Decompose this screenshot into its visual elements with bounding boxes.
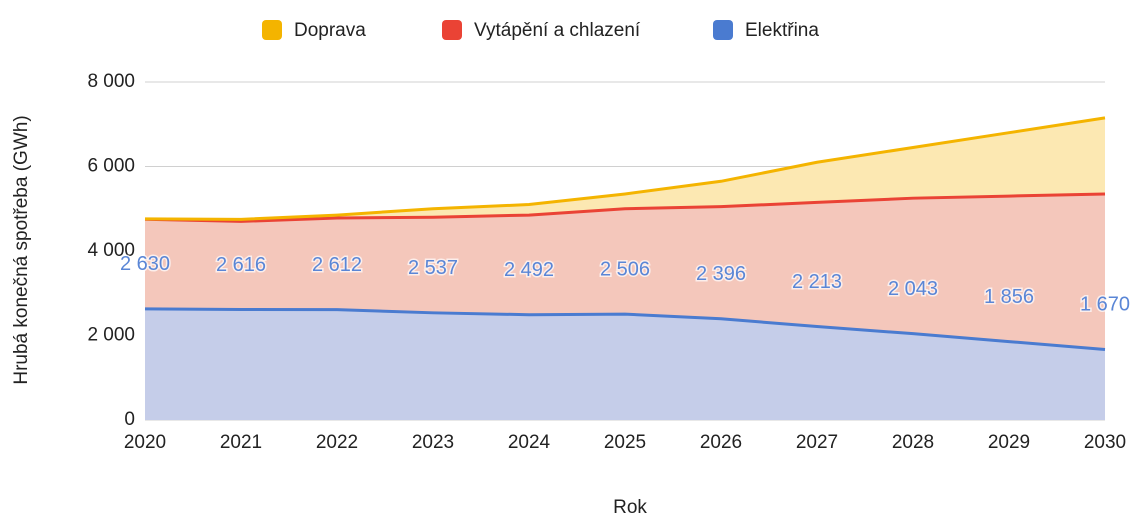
data-label: 1 670 <box>1080 294 1130 316</box>
legend-label: Elektřina <box>745 20 819 41</box>
data-label: 2 612 <box>312 254 362 276</box>
area <box>145 117 1105 222</box>
y-tick-label: 6 000 <box>87 156 135 177</box>
x-tick-label: 2027 <box>796 432 838 453</box>
y-tick-label: 2 000 <box>87 325 135 346</box>
x-tick-label: 2028 <box>892 432 934 453</box>
data-label: 2 537 <box>408 257 458 279</box>
line <box>144 307 1106 351</box>
y-tick-label: 4 000 <box>87 240 135 261</box>
data-label: 2 630 <box>120 253 170 275</box>
legend-label: Doprava <box>294 20 366 41</box>
data-label: 2 616 <box>216 254 266 276</box>
x-tick-label: 2022 <box>316 432 358 453</box>
legend-label: Vytápění a chlazení <box>474 20 641 41</box>
y-tick-label: 8 000 <box>87 71 135 92</box>
legend-swatch <box>713 20 733 40</box>
data-label: 2 043 <box>888 278 938 300</box>
x-tick-label: 2023 <box>412 432 454 453</box>
x-tick-label: 2026 <box>700 432 742 453</box>
data-label: 2 506 <box>600 258 650 280</box>
x-axis-title: Rok <box>613 497 647 518</box>
x-tick-label: 2021 <box>220 432 262 453</box>
x-tick-label: 2020 <box>124 432 166 453</box>
y-axis-title: Hrubá konečná spotřeba (GWh) <box>11 115 32 384</box>
x-tick-label: 2029 <box>988 432 1030 453</box>
x-tick-label: 2025 <box>604 432 646 453</box>
data-label: 1 856 <box>984 286 1034 308</box>
x-tick-label: 2030 <box>1084 432 1126 453</box>
y-tick-label: 0 <box>124 409 135 430</box>
line <box>144 116 1106 221</box>
area <box>145 308 1105 420</box>
data-label: 2 396 <box>696 263 746 285</box>
data-label: 2 492 <box>504 259 554 281</box>
legend-swatch <box>262 20 282 40</box>
data-label: 2 213 <box>792 271 842 293</box>
legend-swatch <box>442 20 462 40</box>
x-tick-label: 2024 <box>508 432 551 453</box>
line <box>144 192 1106 223</box>
